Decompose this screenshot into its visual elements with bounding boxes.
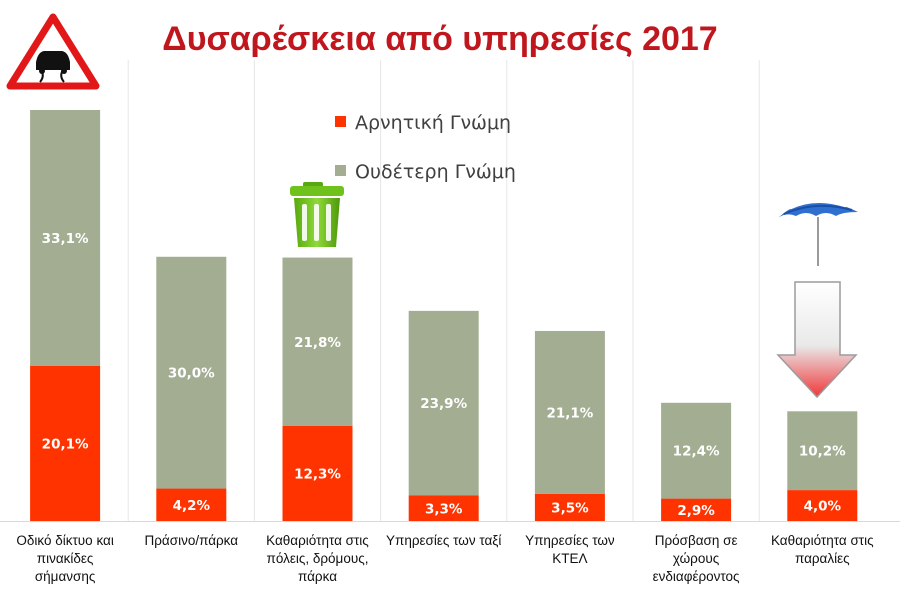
grid-lines — [0, 60, 900, 522]
category-label: Υπηρεσίες των ταξί — [386, 533, 501, 548]
category-labels: Οδικό δίκτυο και πινακίδες σήμανσης Πράσινο… — [16, 533, 874, 584]
legend-label-neutral: Ουδέτερη Γνώμη — [355, 161, 516, 183]
data-label: 12,3% — [294, 466, 341, 482]
bar-negative — [408, 495, 479, 521]
category-label: παραλίες — [795, 551, 850, 566]
legend: Αρνητική Γνώμη Ουδέτερη Γνώμη — [335, 112, 516, 183]
value-labels: 20,1% 33,1% 4,2% 30,0% 12,3% 21,8% 3,3% 23,9% 3,… — [42, 231, 847, 519]
bar-neutral — [156, 256, 227, 489]
data-label: 23,9% — [420, 396, 467, 412]
data-label: 20,1% — [42, 436, 89, 452]
category-label: πινακίδες — [37, 551, 94, 566]
category-label: Καθαριότητα στις — [266, 533, 369, 548]
bar-negative — [282, 425, 353, 521]
trash-bin-icon — [290, 182, 344, 247]
bar-negative — [156, 488, 227, 521]
data-label: 4,0% — [804, 499, 842, 515]
data-label: 3,3% — [425, 501, 463, 517]
bar-negative — [30, 365, 101, 521]
bar-neutral — [282, 257, 353, 426]
bar-neutral — [534, 330, 605, 494]
bar-neutral — [787, 411, 858, 491]
legend-swatch-neutral — [335, 165, 346, 176]
category-label: χώρους — [673, 551, 720, 566]
data-label: 12,4% — [673, 444, 720, 460]
data-label: 33,1% — [42, 231, 89, 247]
legend-swatch-negative — [335, 116, 346, 127]
category-label: πόλεις, δρόμους, — [267, 551, 369, 566]
bar-neutral — [408, 310, 479, 496]
chart-title: Δυσαρέσκεια από υπηρεσίες 2017 — [162, 20, 717, 58]
bar-neutral — [661, 402, 732, 499]
data-label: 21,8% — [294, 335, 341, 351]
bar-negative — [787, 490, 858, 521]
bar-negative — [661, 498, 732, 521]
bar-neutral — [30, 110, 101, 366]
category-label: πάρκα — [298, 569, 337, 584]
bars — [30, 110, 858, 521]
category-label: Πράσινο/πάρκα — [145, 533, 239, 548]
data-label: 3,5% — [551, 500, 589, 516]
category-label: Οδικό δίκτυο και — [16, 533, 114, 548]
data-label: 2,9% — [677, 503, 715, 519]
data-label: 4,2% — [173, 498, 211, 514]
data-label: 21,1% — [546, 405, 593, 421]
beach-umbrella-icon — [778, 196, 858, 266]
category-label: ενδιαφέροντος — [653, 569, 740, 584]
category-label: ΚΤΕΛ — [552, 551, 587, 566]
data-label: 30,0% — [168, 366, 215, 382]
data-label: 10,2% — [799, 444, 846, 460]
legend-label-negative: Αρνητική Γνώμη — [355, 112, 511, 134]
slippery-road-sign-icon — [6, 13, 100, 90]
bar-negative — [534, 493, 605, 521]
category-label: Καθαριότητα στις — [771, 533, 874, 548]
down-arrow-icon — [776, 281, 858, 399]
category-label: Πρόσβαση σε — [655, 533, 738, 548]
category-label: Υπηρεσίες των — [525, 533, 615, 548]
category-label: σήμανσης — [35, 569, 96, 584]
